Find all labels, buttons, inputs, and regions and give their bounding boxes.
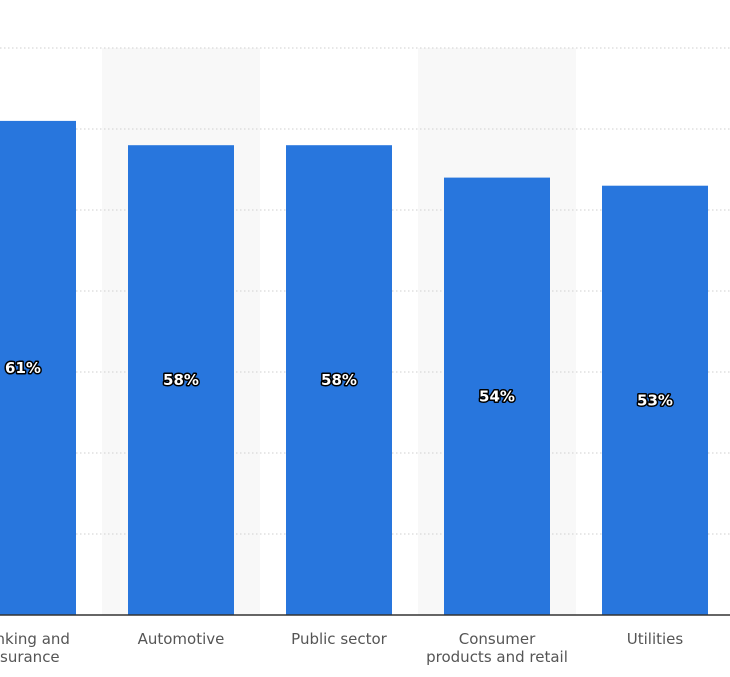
bar bbox=[444, 177, 550, 615]
bar-value-label: 53% bbox=[637, 391, 673, 409]
bar bbox=[286, 145, 392, 615]
x-tick-label: Automotive bbox=[138, 630, 225, 648]
bar bbox=[128, 145, 234, 615]
bar-value-label: 58% bbox=[163, 371, 199, 389]
value-labels: 61% 58% 58% 54% 53% bbox=[4, 357, 675, 410]
x-axis-labels: Banking andinsurance Automotive Public sec… bbox=[0, 630, 683, 666]
bars bbox=[0, 120, 708, 616]
bar-value-label: 54% bbox=[479, 387, 515, 405]
x-tick-label: Public sector bbox=[291, 630, 388, 648]
bar-value-label: 58% bbox=[321, 371, 357, 389]
bar bbox=[0, 120, 76, 616]
bar bbox=[602, 185, 708, 615]
bar-value-label: 61% bbox=[5, 359, 41, 377]
x-tick-label: Utilities bbox=[627, 630, 684, 648]
x-tick-label: Banking andinsurance bbox=[0, 630, 70, 666]
x-tick-label: Consumer products and retail bbox=[426, 630, 568, 666]
